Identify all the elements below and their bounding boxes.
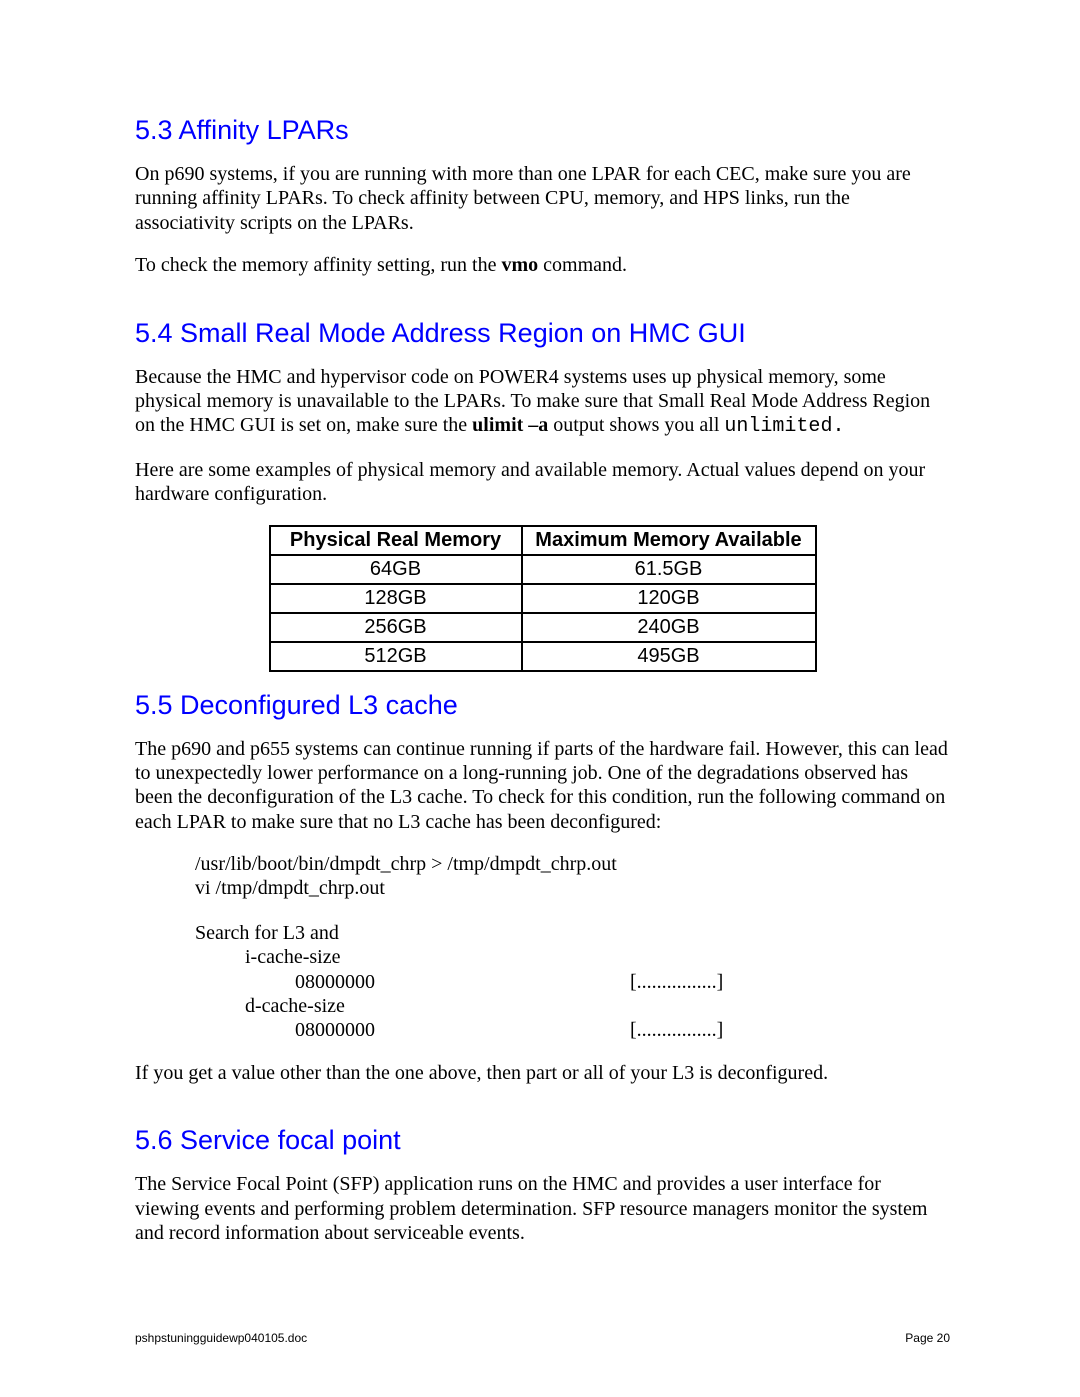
mono-unlimited: unlimited. — [724, 415, 844, 438]
cell: 240GB — [522, 613, 816, 642]
table-row: 512GB 495GB — [270, 642, 816, 671]
cell: 128GB — [270, 584, 522, 613]
para-5-5-1: The p690 and p655 systems can continue r… — [135, 737, 950, 835]
cell: 512GB — [270, 642, 522, 671]
footer-page-number: Page 20 — [905, 1331, 950, 1345]
col-physical: Physical Real Memory — [270, 526, 522, 555]
text: command. — [538, 254, 627, 276]
para-5-4-2: Here are some examples of physical memor… — [135, 458, 950, 507]
search-label: Search for L3 and — [195, 921, 950, 945]
para-5-4-1: Because the HMC and hypervisor code on P… — [135, 365, 950, 440]
para-5-3-2: To check the memory affinity setting, ru… — [135, 253, 950, 277]
heading-5-3: 5.3 Affinity LPARs — [135, 115, 950, 146]
heading-5-5: 5.5 Deconfigured L3 cache — [135, 690, 950, 721]
para-5-6-1: The Service Focal Point (SFP) applicatio… — [135, 1172, 950, 1245]
cell: 120GB — [522, 584, 816, 613]
icache-label: i-cache-size — [195, 945, 950, 969]
heading-5-4: 5.4 Small Real Mode Address Region on HM… — [135, 318, 950, 349]
cell: 64GB — [270, 555, 522, 584]
table-row: 64GB 61.5GB — [270, 555, 816, 584]
page-content: 5.3 Affinity LPARs On p690 systems, if y… — [0, 0, 1080, 1245]
heading-5-6: 5.6 Service focal point — [135, 1125, 950, 1156]
text: output shows you all — [548, 414, 724, 436]
para-5-5-2: If you get a value other than the one ab… — [135, 1061, 950, 1085]
footer-filename: pshpstuningguidewp040105.doc — [135, 1331, 307, 1345]
cmd-line: /usr/lib/boot/bin/dmpdt_chrp > /tmp/dmpd… — [195, 852, 950, 876]
cmd-ulimit: ulimit –a — [472, 414, 548, 436]
dcache-value: 08000000 — [195, 1018, 630, 1042]
col-available: Maximum Memory Available — [522, 526, 816, 555]
text: To check the memory affinity setting, ru… — [135, 254, 501, 276]
cell: 495GB — [522, 642, 816, 671]
memory-table: Physical Real Memory Maximum Memory Avai… — [269, 525, 817, 672]
cell: 61.5GB — [522, 555, 816, 584]
para-5-3-1: On p690 systems, if you are running with… — [135, 162, 950, 235]
cmd-vmo: vmo — [501, 254, 538, 276]
table-row: 256GB 240GB — [270, 613, 816, 642]
table-row: 128GB 120GB — [270, 584, 816, 613]
command-block: /usr/lib/boot/bin/dmpdt_chrp > /tmp/dmpd… — [195, 852, 950, 1043]
page-footer: pshpstuningguidewp040105.doc Page 20 — [135, 1331, 950, 1345]
cell: 256GB — [270, 613, 522, 642]
table-header-row: Physical Real Memory Maximum Memory Avai… — [270, 526, 816, 555]
dots: [................] — [630, 1018, 723, 1042]
icache-value: 08000000 — [195, 970, 630, 994]
dcache-label: d-cache-size — [195, 994, 950, 1018]
dots: [................] — [630, 970, 723, 994]
cmd-line: vi /tmp/dmpdt_chrp.out — [195, 876, 950, 900]
